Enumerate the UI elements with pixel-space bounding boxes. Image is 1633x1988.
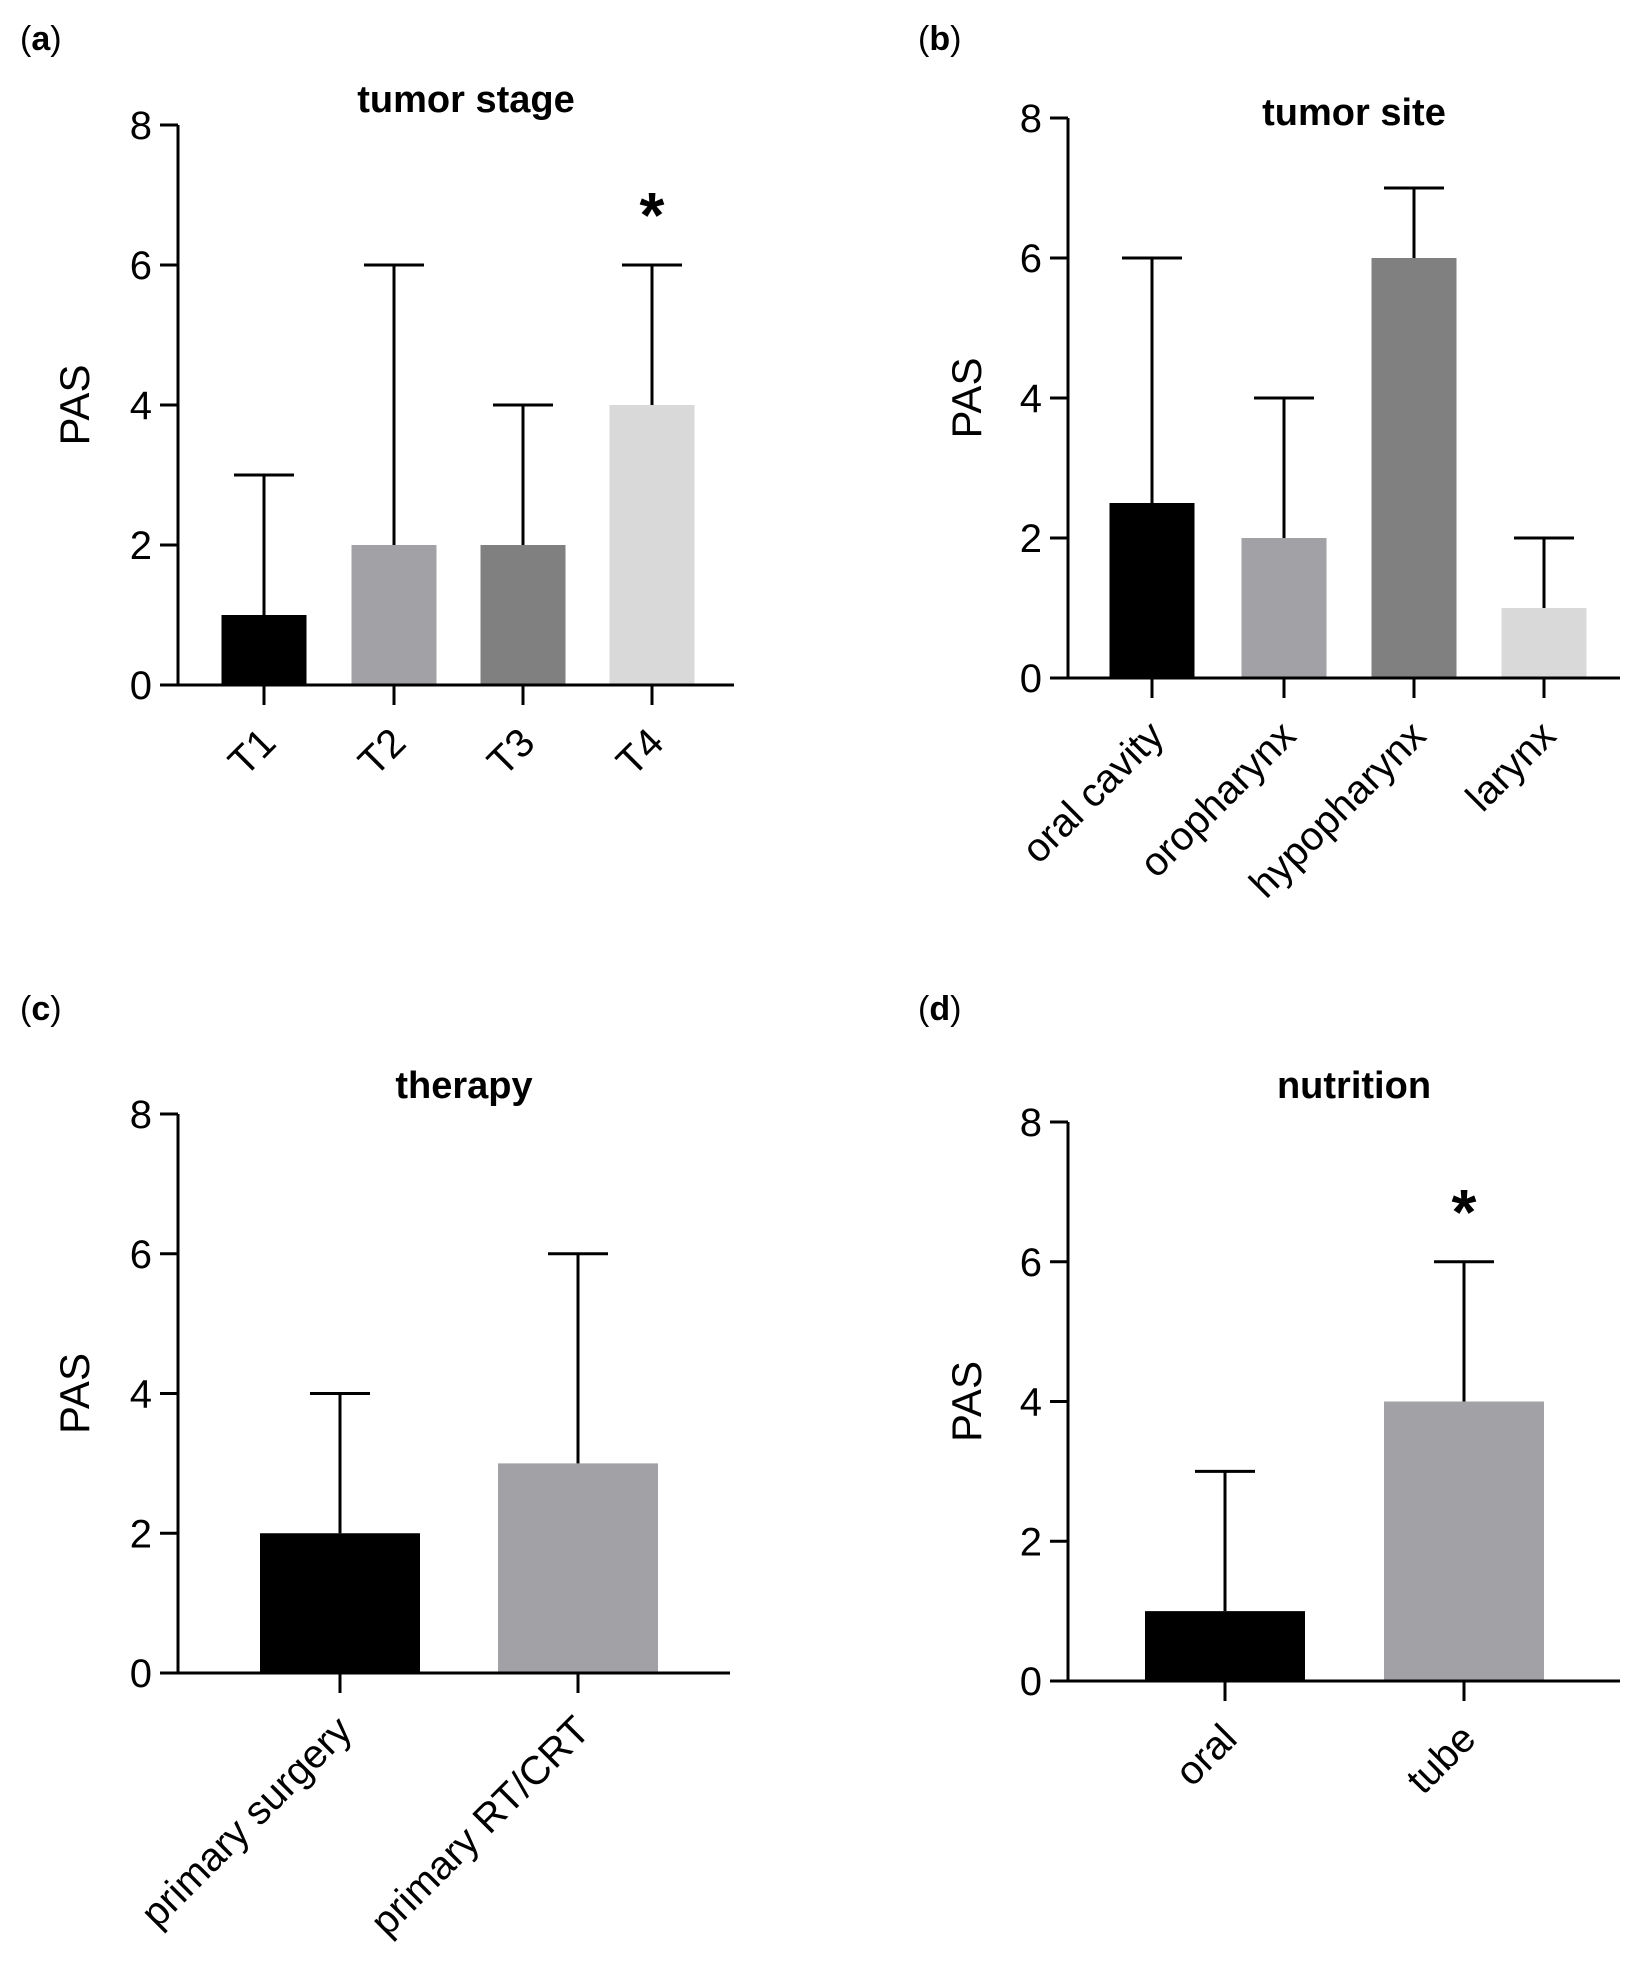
y-tick-label: 6 xyxy=(1020,237,1042,281)
bar-larynx xyxy=(1501,608,1587,678)
y-tick-label: 6 xyxy=(130,1233,152,1277)
bar-primary-rt-crt xyxy=(498,1463,658,1673)
chart-panel-a: (a) tumor stage PAS T1 T2 T3 * T4 0 2 4 6 8 xyxy=(20,20,734,784)
y-tick-label: 4 xyxy=(130,1373,152,1417)
category-label: oral xyxy=(1167,1716,1245,1794)
y-tick-label: 0 xyxy=(130,664,152,708)
y-tick-label: 0 xyxy=(1020,1660,1042,1704)
chart-panel-d: (d) nutrition PAS oral * tube 0 2 4 6 8 xyxy=(918,990,1620,1802)
significance-mark: * xyxy=(640,179,665,251)
y-tick-label: 8 xyxy=(1020,97,1042,141)
category-label: larynx xyxy=(1458,713,1565,820)
panel-label: (b) xyxy=(918,20,961,58)
category-label: T1 xyxy=(220,720,284,784)
y-tick-label: 8 xyxy=(1020,1101,1042,1145)
y-tick-label: 2 xyxy=(1020,1520,1042,1564)
y-axis-title: PAS xyxy=(51,365,98,446)
y-tick-label: 0 xyxy=(1020,657,1042,701)
y-tick-label: 8 xyxy=(130,104,152,148)
y-tick-label: 4 xyxy=(130,384,152,428)
bar-hypopharynx xyxy=(1371,258,1457,678)
panel-label: (c) xyxy=(20,990,62,1028)
category-label: primary surgery xyxy=(133,1708,361,1936)
bar-oropharynx xyxy=(1241,538,1327,678)
y-tick-label: 2 xyxy=(130,524,152,568)
y-tick-label: 2 xyxy=(1020,517,1042,561)
panel-label: (d) xyxy=(918,990,961,1028)
y-tick-label: 2 xyxy=(130,1512,152,1556)
category-label: T3 xyxy=(479,720,543,784)
y-tick-label: 8 xyxy=(130,1093,152,1137)
y-axis-title: PAS xyxy=(943,358,990,439)
chart-title: therapy xyxy=(395,1065,532,1107)
y-tick-label: 6 xyxy=(130,244,152,288)
y-axis-title: PAS xyxy=(51,1353,98,1434)
bar-oral-cavity xyxy=(1109,503,1195,678)
y-tick-label: 6 xyxy=(1020,1241,1042,1285)
bar-primary-surgery xyxy=(260,1533,420,1673)
chart-title: nutrition xyxy=(1277,1065,1431,1107)
chart-title: tumor site xyxy=(1262,92,1446,134)
y-tick-label: 0 xyxy=(130,1652,152,1696)
bar-t3 xyxy=(480,545,566,685)
y-tick-label: 4 xyxy=(1020,377,1042,421)
bar-t2 xyxy=(351,545,437,685)
chart-panel-c: (c) therapy PAS primary surgery primary RT/C… xyxy=(20,990,730,1944)
category-label: T4 xyxy=(608,720,672,784)
significance-mark: * xyxy=(1452,1176,1477,1248)
panel-label: (a) xyxy=(20,20,62,58)
y-axis-title: PAS xyxy=(943,1361,990,1442)
bar-t1 xyxy=(221,615,307,685)
bar-oral xyxy=(1145,1611,1305,1681)
category-label: tube xyxy=(1398,1716,1484,1802)
chart-title: tumor stage xyxy=(357,79,574,121)
y-tick-label: 4 xyxy=(1020,1381,1042,1425)
category-label: T2 xyxy=(350,720,414,784)
bar-tube xyxy=(1384,1401,1544,1681)
category-label: primary RT/CRT xyxy=(362,1708,598,1944)
bar-t4 xyxy=(609,405,695,685)
